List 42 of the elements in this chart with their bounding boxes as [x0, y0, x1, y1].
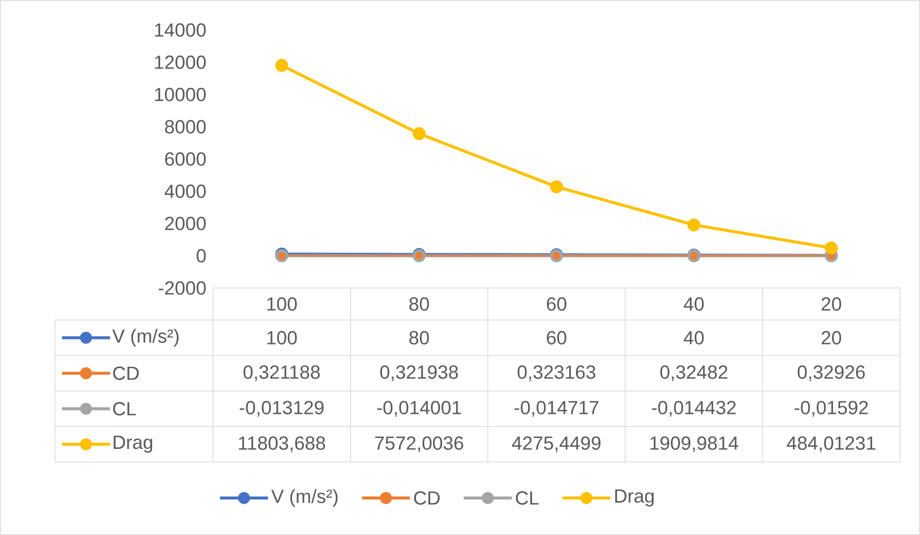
data-label: 80	[409, 331, 429, 344]
text: V (m/s²)	[271, 489, 338, 507]
y-tick-label: -2000	[158, 281, 206, 295]
legend-label: Drag	[114, 436, 152, 453]
data-label: 0,323163	[518, 365, 596, 382]
data-label: -0,014432	[652, 400, 736, 417]
y-tick-label: 10000	[155, 88, 206, 102]
data-label: 4275,4499	[512, 436, 600, 452]
data-label: 11803,688	[238, 436, 326, 452]
data-label: 40	[684, 331, 704, 344]
text: Drag	[615, 490, 654, 506]
y-tick-label: 12000	[155, 56, 206, 69]
legend-label: CD	[113, 366, 139, 380]
y-tick-label: 14000	[155, 23, 206, 37]
data-label: 20	[822, 331, 842, 344]
text: CL	[516, 491, 539, 505]
x-tick-label: 80	[409, 297, 429, 311]
data-label: 1909,9814	[650, 436, 738, 452]
data-label: 0,32926	[798, 365, 865, 382]
data-label: 0,321188	[244, 365, 320, 382]
x-tick-label: 20	[822, 297, 842, 311]
data-label: 7572,0036	[375, 436, 464, 452]
y-tick-label: 4000	[164, 184, 206, 198]
legend-label: CL	[113, 402, 136, 416]
data-label: 0,321938	[380, 365, 458, 382]
data-label: 0,32482	[660, 365, 728, 382]
data-label: -0,01592	[794, 400, 868, 417]
data-label: 100	[267, 331, 297, 344]
text: CD	[414, 491, 440, 505]
y-tick-label: 2000	[165, 216, 206, 230]
y-tick-label: 8000	[165, 120, 206, 134]
x-tick-label: 40	[684, 297, 704, 311]
y-tick-label: 6000	[165, 152, 206, 166]
x-tick-label: 60	[546, 297, 566, 311]
legend-label: V (m/s²)	[112, 328, 179, 347]
data-label: -0,014001	[377, 400, 461, 417]
data-label: 484,01231	[786, 436, 876, 452]
data-label: -0,014717	[514, 400, 598, 417]
x-tick-label: 100	[267, 297, 297, 311]
data-label: -0,013129	[240, 400, 324, 417]
data-label: 60	[546, 331, 566, 344]
y-tick-label: 0	[196, 249, 206, 262]
